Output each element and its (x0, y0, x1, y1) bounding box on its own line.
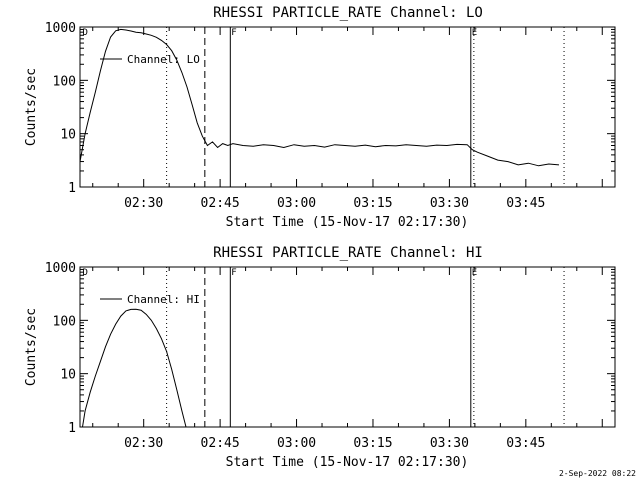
panel-lo: RHESSI PARTICLE_RATE Channel: LO D F E 1 10… (24, 5, 616, 230)
y-tick-label: 10 (60, 128, 76, 143)
x-axis-label: Start Time (15-Nov-17 02:17:30) (226, 215, 469, 230)
panel-hi: RHESSI PARTICLE_RATE Channel: HI D F E 1 10… (24, 245, 616, 470)
x-tick-label: 02:45 (201, 196, 240, 211)
y-tick-label: 10 (60, 368, 76, 383)
y-tick-label: 1000 (45, 21, 76, 36)
x-tick-label: 03:45 (506, 196, 545, 211)
plot-frame (79, 266, 616, 428)
y-axis-label: Counts/sec (24, 308, 39, 386)
axis-ticks: 1 10 100 1000 02:30 02:45 03:00 03:15 03:30 03:45 (45, 261, 615, 451)
plot-frame (79, 26, 616, 188)
series-line-hi (82, 308, 187, 428)
legend-label: Channel: HI (127, 293, 200, 306)
x-tick-label: 02:45 (201, 436, 240, 451)
series-line-lo (79, 28, 560, 167)
chart-title: RHESSI PARTICLE_RATE Channel: HI (213, 245, 483, 261)
axis-ticks: 1 10 100 1000 02:30 02:45 03:00 03:15 03:30 03:45 (45, 21, 615, 211)
legend-label: Channel: LO (127, 53, 200, 66)
timestamp: 2-Sep-2022 08:22 (559, 469, 636, 478)
marker-label: F (231, 28, 236, 38)
y-tick-label: 1000 (45, 261, 76, 276)
y-tick-label: 1 (68, 421, 76, 436)
y-axis-label: Counts/sec (24, 68, 39, 146)
x-tick-label: 03:30 (430, 196, 469, 211)
marker-label: F (231, 268, 236, 278)
marker-label: E (472, 268, 477, 278)
marker-label: E (472, 28, 477, 38)
x-tick-label: 03:15 (353, 196, 392, 211)
marker-label: D (83, 28, 88, 38)
x-tick-label: 02:30 (124, 436, 163, 451)
y-tick-label: 100 (53, 74, 76, 89)
y-tick-label: 1 (68, 181, 76, 196)
x-tick-label: 03:15 (353, 436, 392, 451)
x-tick-label: 03:00 (277, 436, 316, 451)
x-axis-label: Start Time (15-Nov-17 02:17:30) (226, 455, 469, 470)
x-tick-label: 02:30 (124, 196, 163, 211)
marker-label: D (83, 268, 88, 278)
x-tick-label: 03:45 (506, 436, 545, 451)
x-tick-label: 03:00 (277, 196, 316, 211)
x-tick-label: 03:30 (430, 436, 469, 451)
chart-title: RHESSI PARTICLE_RATE Channel: LO (213, 5, 483, 21)
y-tick-label: 100 (53, 314, 76, 329)
